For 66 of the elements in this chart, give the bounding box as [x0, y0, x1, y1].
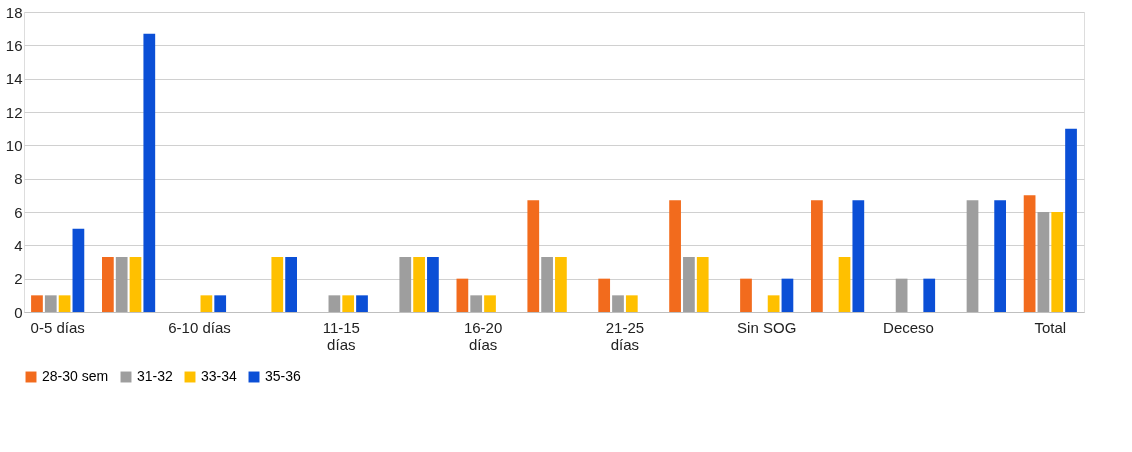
- bar: [115, 257, 128, 312]
- x-tick-label: Sin SOG: [737, 318, 797, 336]
- x-tick-label: Total: [1034, 318, 1067, 336]
- bar: [838, 257, 851, 312]
- bar: [994, 200, 1007, 312]
- bar: [966, 200, 979, 312]
- x-tick-label: 21-25 días: [605, 318, 645, 353]
- bar: [271, 257, 284, 312]
- y-tick-label: 16: [5, 36, 23, 54]
- y-tick-label: 4: [14, 236, 23, 254]
- bar: [811, 200, 823, 312]
- y-tick-label: 8: [14, 170, 23, 188]
- x-tick-label: Deceso: [883, 318, 934, 336]
- bar: [781, 278, 794, 312]
- bar: [129, 257, 142, 312]
- bar: [852, 200, 865, 312]
- bar: [413, 257, 425, 312]
- legend-label: 35-36: [265, 368, 302, 384]
- bar: [101, 257, 114, 312]
- y-tick-label: 0: [14, 303, 23, 321]
- legend-label: 28-30 sem: [42, 368, 109, 384]
- bar: [527, 200, 540, 312]
- bar: [767, 295, 780, 312]
- x-tick-label: 16-20 días: [463, 318, 503, 353]
- legend-label: 33-34: [201, 368, 238, 384]
- bar: [328, 295, 341, 312]
- x-tick-label: 0-5 días: [30, 318, 85, 336]
- y-tick-label: 10: [5, 136, 23, 154]
- bar: [895, 278, 908, 312]
- bar: [143, 33, 156, 312]
- bar: [740, 278, 752, 312]
- bar: [58, 295, 71, 312]
- bar: [669, 200, 681, 312]
- bar: [427, 257, 439, 312]
- y-tick-label: 6: [14, 203, 23, 221]
- bar: [285, 257, 297, 312]
- bar: [923, 278, 936, 312]
- bar: [555, 257, 567, 312]
- y-tick-label: 12: [5, 103, 23, 121]
- bar: [356, 295, 368, 312]
- bar: [72, 228, 85, 312]
- bar: [598, 278, 611, 312]
- bar: [683, 257, 695, 312]
- y-tick-label: 14: [5, 70, 23, 88]
- bar: [456, 278, 469, 312]
- bar: [44, 295, 57, 312]
- bar: [625, 295, 638, 312]
- bar: [470, 295, 483, 312]
- bar: [200, 295, 213, 312]
- bar: [484, 295, 496, 312]
- bar: [399, 257, 412, 312]
- bar: [342, 295, 355, 312]
- bar: [612, 295, 624, 312]
- y-tick-label: 18: [5, 3, 23, 21]
- legend-label: 31-32: [137, 368, 174, 384]
- bar: [696, 257, 709, 312]
- x-tick-label: 6-10 días: [168, 318, 231, 336]
- x-tick-label: 11-15 días: [322, 318, 360, 353]
- bar: [541, 257, 553, 312]
- bar: [1023, 195, 1036, 312]
- bar: [31, 295, 43, 312]
- bar: [214, 295, 227, 312]
- bar: [1037, 212, 1050, 312]
- bar: [1065, 128, 1077, 312]
- y-tick-label: 2: [14, 270, 23, 288]
- bar: [1051, 212, 1064, 312]
